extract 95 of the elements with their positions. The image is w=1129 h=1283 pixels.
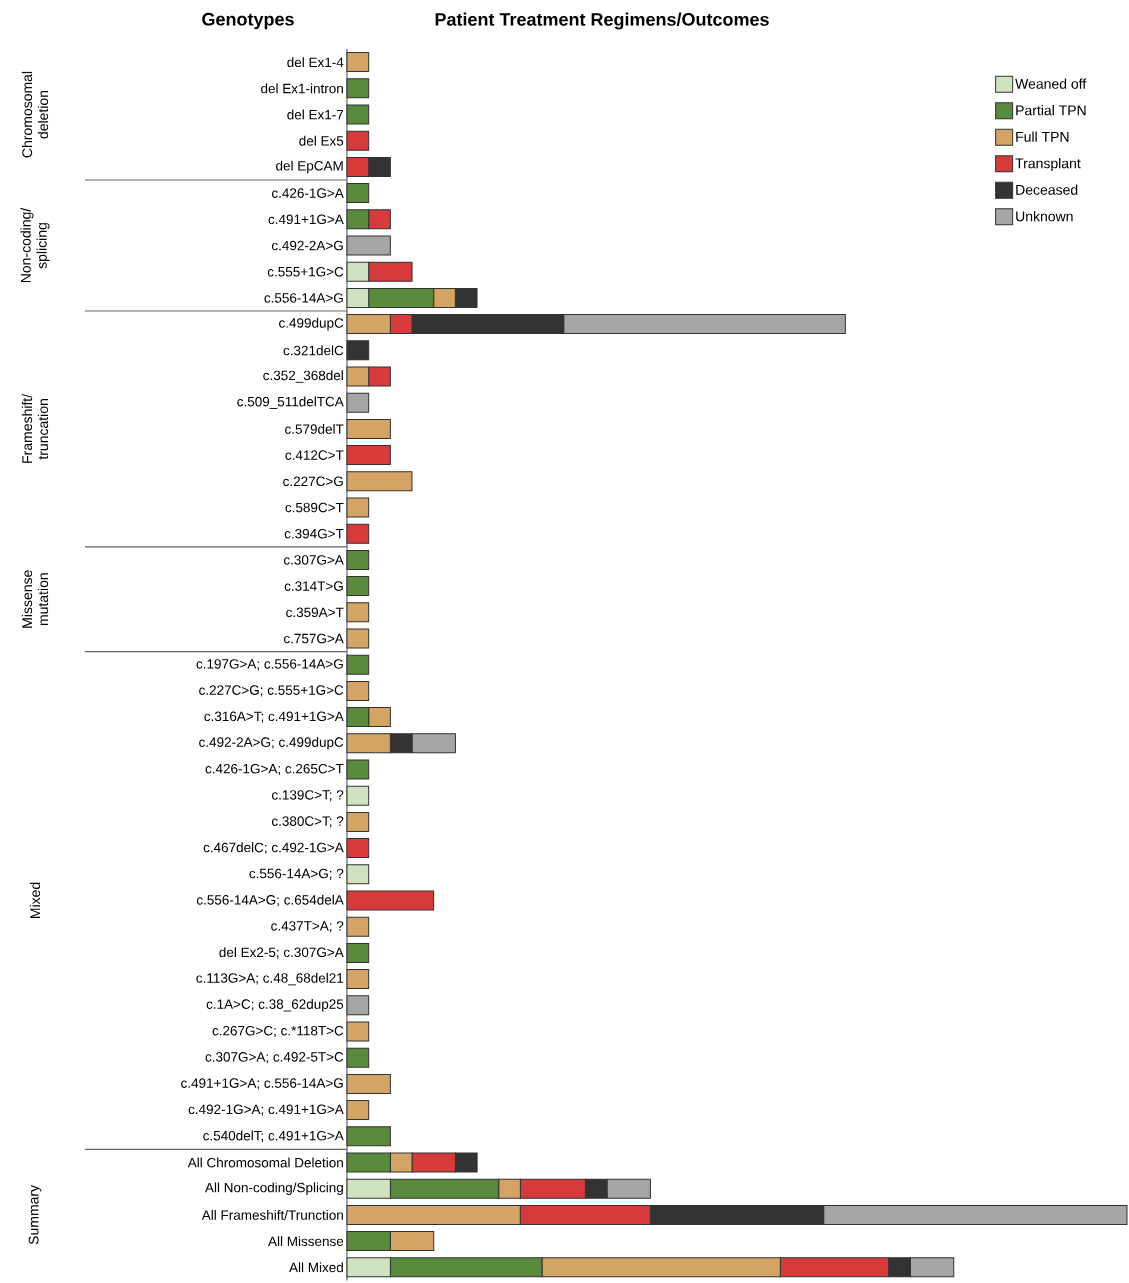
y-tick-label: c.394G>T xyxy=(284,528,344,539)
y-tick-label: c.589C>T xyxy=(285,502,344,513)
bar xyxy=(346,497,370,518)
bar xyxy=(346,235,391,256)
y-tick-label: c.307G>A xyxy=(283,555,344,565)
bar xyxy=(346,995,370,1016)
bar xyxy=(346,523,370,544)
chart-title: Patient Treatment Regimens/Outcomes xyxy=(435,12,769,30)
bar xyxy=(346,628,370,649)
y-tick-label: del Ex1-4 xyxy=(287,57,344,68)
y-tick-label: c.556-14A>G; ? xyxy=(249,868,344,880)
y-tick-label: c.314T>G xyxy=(284,581,343,591)
y-tick-label: c.492-1G>A; c.491+1G>A xyxy=(188,1104,344,1116)
text: Summary xyxy=(28,1184,42,1245)
bar xyxy=(346,680,370,701)
bar xyxy=(346,785,370,806)
y-tick-label: c.352_368del xyxy=(263,370,343,383)
text: Non-coding/ splicing xyxy=(20,207,50,283)
bar xyxy=(346,471,413,492)
y-tick-label: c.579delT xyxy=(285,423,344,434)
bar xyxy=(346,969,370,990)
y-tick-label: del Ex1-intron xyxy=(261,83,343,94)
y-tick-label: c.227C>G; c.555+1G>C xyxy=(199,685,344,697)
legend-label: Full TPN xyxy=(1016,131,1069,142)
legend-label: Partial TPN xyxy=(1016,105,1086,116)
y-tick-label: c.556-14A>G; c.654delA xyxy=(196,894,344,907)
y-tick-label: c.113G>A; c.48_68del21 xyxy=(196,972,344,986)
bar xyxy=(346,1100,370,1121)
y-tick-label: c.467delC; c.492-1G>A xyxy=(203,842,344,854)
y-tick-label: All Missense xyxy=(268,1236,344,1247)
y-tick-label: del Ex2-5; c.307G>A xyxy=(219,947,344,959)
bar xyxy=(346,392,370,413)
bar xyxy=(346,183,370,204)
y-tick-label: c.492-2A>G xyxy=(271,240,343,251)
bar xyxy=(346,445,391,466)
y-tick-label: c.412C>T xyxy=(285,450,344,460)
bar xyxy=(346,78,370,99)
bar xyxy=(346,811,370,832)
y-tick-label: c.426-1G>A; c.265C>T xyxy=(205,763,344,776)
y-tick-label: c.267G>C; c.*118T>C xyxy=(212,1025,344,1038)
bar xyxy=(346,418,391,439)
bar xyxy=(346,549,370,570)
bar xyxy=(346,52,370,73)
bar xyxy=(346,838,370,859)
y-tick-label: c.492-2A>G; c.499dupC xyxy=(199,737,344,750)
bar xyxy=(346,916,370,937)
y-tick-label: c.316A>T; c.491+1G>A xyxy=(204,711,344,723)
bar xyxy=(346,1126,391,1147)
text: Missense mutation xyxy=(21,570,49,628)
y-tick-label: del EpCAM xyxy=(276,160,343,174)
legend-label: Transplant xyxy=(1015,158,1081,172)
bar xyxy=(346,130,370,151)
y-tick-label: All Non-coding/Splicing xyxy=(205,1182,343,1195)
legend-label: Deceased xyxy=(1016,184,1078,195)
bar xyxy=(346,759,370,780)
y-tick-label: c.509_511delTCA xyxy=(237,396,344,409)
bar xyxy=(346,1047,370,1068)
y-tick-label: c.197G>A; c.556-14A>G xyxy=(196,659,343,671)
y-axis-title: Genotypes xyxy=(202,12,294,30)
y-tick-label: c.321delC xyxy=(283,345,344,356)
bar xyxy=(346,654,370,675)
y-tick-label: c.359A>T xyxy=(286,607,344,618)
y-tick-label: c.540delT; c.491+1G>A xyxy=(203,1130,344,1143)
y-tick-label: c.1A>C; c.38_62dup25 xyxy=(206,999,344,1012)
y-tick-label: c.556-14A>G xyxy=(264,293,343,303)
bar xyxy=(346,1021,370,1042)
y-tick-label: c.491+1G>A; c.556-14A>G xyxy=(181,1078,343,1090)
y-tick-label: c.380C>T; ? xyxy=(271,816,344,828)
y-tick-label: All Chromosomal Deletion xyxy=(187,1157,343,1168)
y-tick-label: All Mixed xyxy=(289,1262,343,1273)
y-tick-label: c.139C>T; ? xyxy=(271,790,344,802)
bar xyxy=(346,864,370,885)
bar xyxy=(346,576,370,597)
text: Mixed xyxy=(29,882,41,919)
bar xyxy=(346,104,370,125)
bar xyxy=(346,890,435,911)
y-tick-label: c.307G>A; c.492-5T>C xyxy=(205,1052,344,1064)
y-tick-label: del Ex1-7 xyxy=(287,109,344,120)
bar xyxy=(346,340,370,361)
bar xyxy=(346,942,370,963)
y-tick-label: c.227C>G xyxy=(283,476,343,487)
legend-label: Unknown xyxy=(1016,211,1073,222)
y-tick-label: c.499dupC xyxy=(279,317,344,331)
y-tick-label: del Ex5 xyxy=(299,135,344,146)
y-tick-label: c.555+1G>C xyxy=(267,266,344,277)
text: Frameshift/ truncation xyxy=(21,393,49,463)
y-tick-label: c.426-1G>A xyxy=(271,188,344,198)
y-tick-label: c.491+1G>A xyxy=(268,214,344,225)
bar xyxy=(346,1073,391,1094)
legend-label: Weaned off xyxy=(1015,78,1087,89)
bar xyxy=(346,602,370,623)
text: Chromosomal deletion xyxy=(21,71,49,158)
y-tick-label: c.437T>A; ? xyxy=(271,921,344,933)
y-tick-label: All Frameshift/Trunction xyxy=(201,1209,343,1220)
y-tick-label: c.757G>A xyxy=(283,633,344,644)
